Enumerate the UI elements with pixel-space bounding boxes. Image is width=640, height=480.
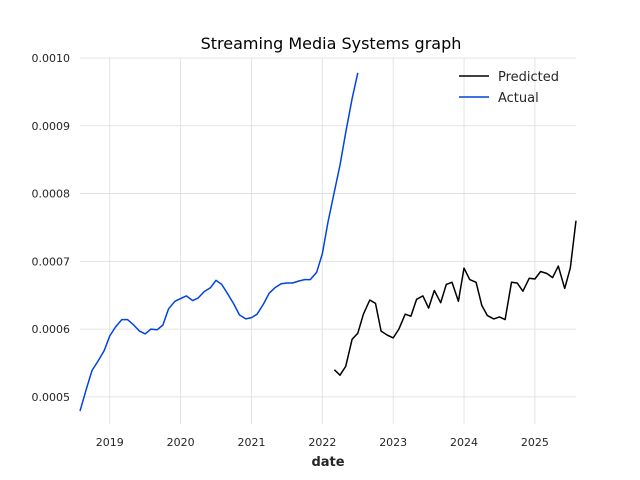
y-tick-label: 0.0007 <box>32 255 71 268</box>
x-tick-label: 2021 <box>237 436 265 449</box>
x-tick-label: 2020 <box>167 436 195 449</box>
y-tick-label: 0.0009 <box>32 120 71 133</box>
x-tick-label: 2023 <box>379 436 407 449</box>
x-tick-label: 2025 <box>521 436 549 449</box>
series-lines <box>79 72 577 412</box>
chart-title: Streaming Media Systems graph <box>201 34 462 53</box>
x-tick-label: 2022 <box>308 436 336 449</box>
x-axis: 2019 2020 2021 2022 2023 2024 2025 <box>96 436 549 449</box>
legend: Predicted Actual <box>459 70 559 106</box>
series-line-predicted <box>333 220 577 376</box>
grid <box>80 57 576 424</box>
y-tick-label: 0.0006 <box>32 323 71 336</box>
y-tick-label: 0.0005 <box>32 391 71 404</box>
y-tick-label: 0.0010 <box>32 52 71 65</box>
legend-label-predicted: Predicted <box>498 70 559 85</box>
x-tick-label: 2024 <box>450 436 478 449</box>
x-tick-label: 2019 <box>96 436 124 449</box>
y-tick-label: 0.0008 <box>32 188 71 201</box>
x-axis-label: date <box>311 455 344 470</box>
series-line-actual <box>79 72 359 412</box>
y-axis: 0.0005 0.0006 0.0007 0.0008 0.0009 0.0010 <box>32 52 71 404</box>
legend-label-actual: Actual <box>498 91 539 106</box>
